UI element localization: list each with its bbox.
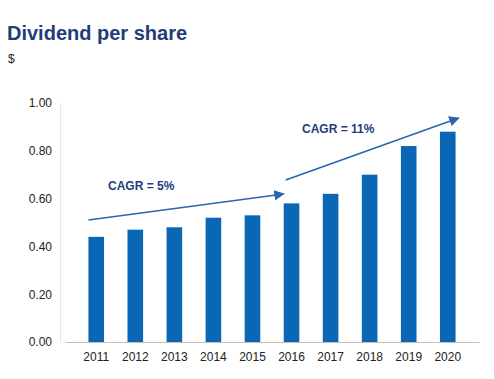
annotation-arrow	[88, 194, 283, 220]
y-tick-label: 0.60	[29, 192, 53, 206]
annotation: CAGR = 11%	[302, 122, 375, 136]
annotations: CAGR = 5% CAGR = 11%	[88, 118, 458, 220]
x-tick-label: 2018	[356, 350, 383, 364]
y-tick: 1.00	[29, 96, 60, 110]
bar	[401, 146, 417, 342]
y-tick: 0.20	[29, 288, 60, 302]
y-tick: 0.00	[29, 335, 60, 349]
bar	[245, 215, 261, 342]
x-tick: 2014	[200, 350, 227, 364]
x-tick-label: 2015	[239, 350, 266, 364]
bar	[362, 175, 378, 342]
y-tick-label: 1.00	[29, 96, 53, 110]
x-tick: 2013	[161, 350, 188, 364]
bar	[88, 237, 104, 342]
x-tick: 2017	[317, 350, 344, 364]
y-tick-label: 0.40	[29, 240, 53, 254]
x-tick-label: 2016	[278, 350, 305, 364]
x-axis: 2011 2012 2013 2014 2015 2016 2017 2018 2019 2020	[66, 343, 480, 364]
y-tick-label: 0.80	[29, 144, 53, 158]
y-axis-line	[60, 104, 61, 343]
x-tick-label: 2014	[200, 350, 227, 364]
y-axis: 0.00 0.20 0.40 0.60 0.80 1.00	[29, 96, 61, 349]
x-tick: 2020	[434, 350, 461, 364]
x-tick: 2012	[122, 350, 149, 364]
x-tick-label: 2011	[83, 350, 109, 364]
subtitle: $	[8, 52, 15, 66]
x-tick-label: 2017	[317, 350, 344, 364]
title: Dividend per share	[7, 22, 187, 44]
x-tick: 2018	[356, 350, 383, 364]
x-tick: 2011	[83, 350, 109, 364]
x-tick-label: 2012	[122, 350, 149, 364]
bar	[440, 132, 456, 342]
x-tick: 2016	[278, 350, 305, 364]
y-tick: 0.80	[29, 144, 60, 158]
x-tick: 2019	[395, 350, 422, 364]
x-tick: 2015	[239, 350, 266, 364]
bars	[88, 132, 455, 342]
bar	[323, 194, 339, 342]
y-tick: 0.60	[29, 192, 60, 206]
bar	[284, 203, 300, 342]
bar	[167, 227, 183, 342]
y-tick: 0.40	[29, 240, 60, 254]
x-tick-label: 2019	[395, 350, 422, 364]
bar	[127, 230, 143, 342]
annotation-arrow	[286, 118, 459, 180]
annotation: CAGR = 5%	[108, 179, 175, 193]
bar	[206, 218, 222, 342]
x-tick-label: 2020	[434, 350, 461, 364]
x-tick-label: 2013	[161, 350, 188, 364]
y-tick-label: 0.20	[29, 288, 53, 302]
y-tick-label: 0.00	[29, 335, 53, 349]
chart: Dividend per share $0.00 0.20 0.40 0.60 0.80 1…	[0, 0, 494, 379]
x-axis-line	[66, 342, 480, 343]
